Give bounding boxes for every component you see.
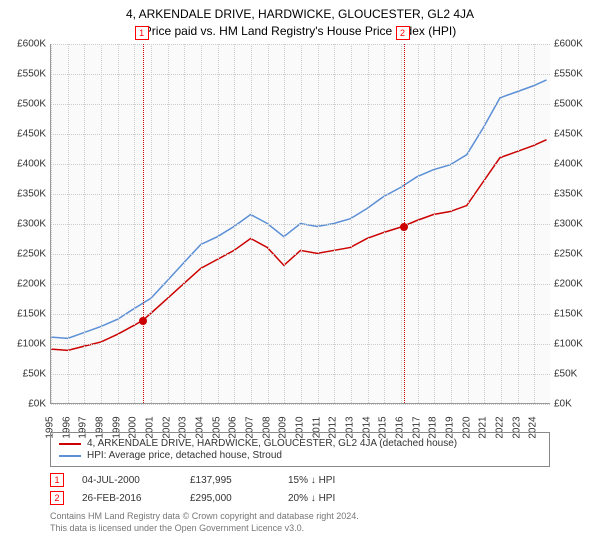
y-tick-label-right: £250K: [554, 249, 600, 260]
y-tick-label: £100K: [0, 339, 46, 350]
chart-container: 4, ARKENDALE DRIVE, HARDWICKE, GLOUCESTE…: [0, 0, 600, 560]
marker-box-1: 1: [135, 26, 149, 40]
transaction-row-2: 2 26-FEB-2016 £295,000 20% ↓ HPI: [50, 491, 550, 505]
transaction-delta-1: 15% ↓ HPI: [288, 475, 335, 486]
y-tick-label: £450K: [0, 129, 46, 140]
y-tick-label: £250K: [0, 249, 46, 260]
y-tick-label-right: £350K: [554, 189, 600, 200]
transaction-date-1: 04-JUL-2000: [82, 475, 172, 486]
title-line-1: 4, ARKENDALE DRIVE, HARDWICKE, GLOUCESTE…: [0, 6, 600, 23]
legend-row-property: 4, ARKENDALE DRIVE, HARDWICKE, GLOUCESTE…: [59, 438, 541, 449]
transaction-marker-2: 2: [50, 491, 64, 505]
y-tick-label: £400K: [0, 159, 46, 170]
transaction-price-2: £295,000: [190, 493, 270, 504]
legend-box: 4, ARKENDALE DRIVE, HARDWICKE, GLOUCESTE…: [50, 432, 550, 467]
y-tick-label: £300K: [0, 219, 46, 230]
y-tick-label-right: £100K: [554, 339, 600, 350]
legend-swatch-hpi: [59, 455, 81, 457]
y-tick-label-right: £50K: [554, 369, 600, 380]
marker-dot-1: [139, 317, 147, 325]
y-tick-label: £500K: [0, 99, 46, 110]
y-tick-label-right: £150K: [554, 309, 600, 320]
transaction-marker-1: 1: [50, 473, 64, 487]
marker-dot-2: [400, 223, 408, 231]
y-tick-label-right: £500K: [554, 99, 600, 110]
y-tick-label-right: £400K: [554, 159, 600, 170]
y-tick-label-right: £550K: [554, 69, 600, 80]
legend-row-hpi: HPI: Average price, detached house, Stro…: [59, 450, 541, 461]
y-tick-label: £350K: [0, 189, 46, 200]
y-tick-label: £50K: [0, 369, 46, 380]
y-tick-label: £0K: [0, 399, 46, 410]
y-tick-label: £150K: [0, 309, 46, 320]
legend: 4, ARKENDALE DRIVE, HARDWICKE, GLOUCESTE…: [50, 432, 550, 534]
chart-title: 4, ARKENDALE DRIVE, HARDWICKE, GLOUCESTE…: [0, 0, 600, 40]
y-tick-label-right: £600K: [554, 39, 600, 50]
y-tick-label-right: £0K: [554, 399, 600, 410]
footnote: Contains HM Land Registry data © Crown c…: [50, 511, 550, 534]
y-tick-label-right: £300K: [554, 219, 600, 230]
footnote-line-1: Contains HM Land Registry data © Crown c…: [50, 511, 550, 523]
plot-area: [50, 44, 550, 404]
legend-label-hpi: HPI: Average price, detached house, Stro…: [87, 450, 282, 461]
title-line-2: Price paid vs. HM Land Registry's House …: [0, 23, 600, 40]
transaction-date-2: 26-FEB-2016: [82, 493, 172, 504]
y-tick-label-right: £450K: [554, 129, 600, 140]
legend-label-property: 4, ARKENDALE DRIVE, HARDWICKE, GLOUCESTE…: [87, 438, 457, 449]
transaction-delta-2: 20% ↓ HPI: [288, 493, 335, 504]
y-tick-label-right: £200K: [554, 279, 600, 290]
footnote-line-2: This data is licensed under the Open Gov…: [50, 523, 550, 535]
y-tick-label: £200K: [0, 279, 46, 290]
series-property: [51, 140, 546, 351]
legend-swatch-property: [59, 443, 81, 445]
marker-box-2: 2: [396, 26, 410, 40]
transaction-price-1: £137,995: [190, 475, 270, 486]
series-hpi: [51, 80, 546, 338]
y-tick-label: £550K: [0, 69, 46, 80]
marker-vline-1: [143, 44, 144, 403]
transaction-row-1: 1 04-JUL-2000 £137,995 15% ↓ HPI: [50, 473, 550, 487]
y-tick-label: £600K: [0, 39, 46, 50]
